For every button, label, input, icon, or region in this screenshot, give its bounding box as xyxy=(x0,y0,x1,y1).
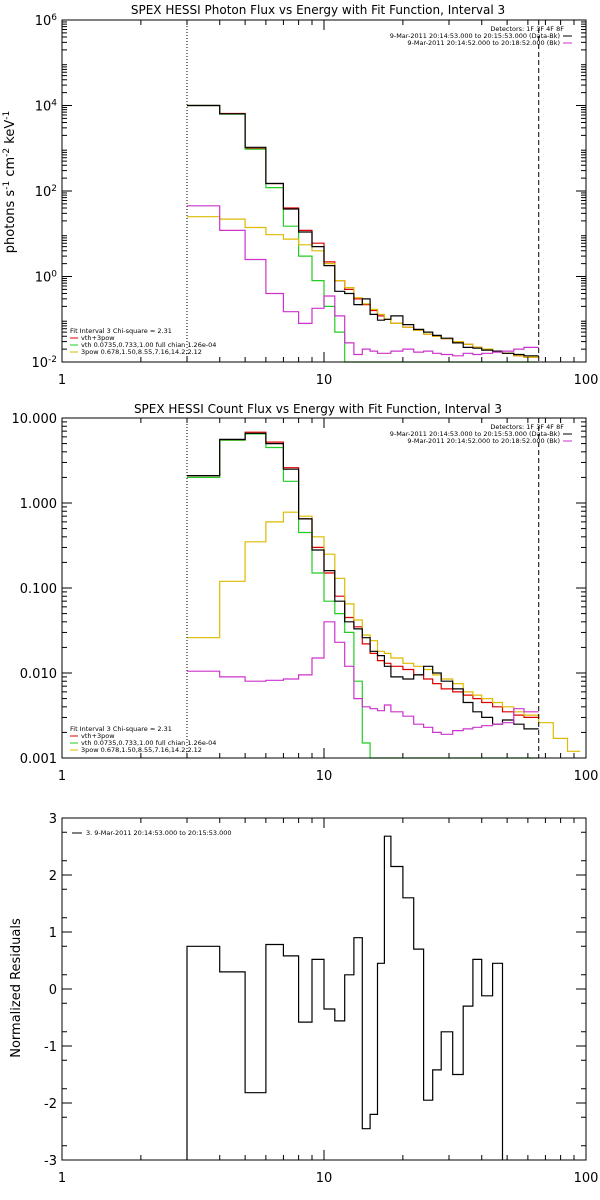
y-tick-label: 0.010 xyxy=(20,667,57,682)
y-tick-label: 0.001 xyxy=(20,752,57,767)
count-flux-y-axis: 0.001 0.010 0.100 1.000 10.000 xyxy=(12,412,586,767)
legend-entry: 9-Mar-2011 20:14:53.000 to 20:15:53.000 … xyxy=(390,32,560,40)
photon-flux-series-line xyxy=(187,216,539,358)
count-flux-series-line xyxy=(187,431,539,718)
residuals-series xyxy=(186,835,504,1160)
count-flux-range-markers xyxy=(186,418,540,758)
count-flux-panel: SPEX HESSI Count Flux vs Energy with Fit… xyxy=(12,402,599,784)
legend-header: Fit Interval 3 Chi-square = 2.31 xyxy=(70,327,172,335)
legend-entry: 3pow 0.678,1.50,8.55,7.16,14.2,2.12 xyxy=(81,348,202,356)
legend-entry: 3pow 0.678,1.50,8.55,7.16,14.2,2.12 xyxy=(81,746,202,754)
photon-flux-y-tick-label: 102 xyxy=(35,184,57,200)
count-flux-series-line xyxy=(187,432,539,730)
y-tick-label: -3 xyxy=(44,1154,57,1169)
photon-flux-plot-frame xyxy=(61,19,587,363)
photon-flux-legend-top: Detectors: 1F 3F 4F 8F 9-Mar-2011 20:14:… xyxy=(390,25,572,47)
legend-header: Detectors: 1F 3F 4F 8F xyxy=(490,25,564,33)
photon-flux-y-axis xyxy=(62,19,586,363)
legend-entry: vth 0.0735,0.733,1.00 full chian 1.26e-0… xyxy=(81,739,216,747)
residuals-legend: 3. 9-Mar-2011 20:14:53.000 to 20:15:53.0… xyxy=(72,829,232,837)
x-tick-label: 10 xyxy=(316,1171,333,1186)
count-flux-legend-bottom: Fit Interval 3 Chi-square = 2.31 vth+3po… xyxy=(70,725,216,754)
legend-entry: 3. 9-Mar-2011 20:14:53.000 to 20:15:53.0… xyxy=(86,829,232,837)
photon-flux-series-line xyxy=(187,104,539,363)
y-tick-label: 0.100 xyxy=(20,582,57,597)
x-tick-label: 10 xyxy=(316,373,333,388)
x-tick-label: 100 xyxy=(574,373,599,388)
y-tick-label: 2 xyxy=(49,869,57,884)
legend-entry: vth 0.0735,0.733,1.00 full chian 1.26e-0… xyxy=(81,341,216,349)
photon-flux-title: SPEX HESSI Photon Flux vs Energy with Fi… xyxy=(131,3,505,17)
count-flux-series-line xyxy=(187,511,581,752)
x-tick-label: 100 xyxy=(574,769,599,784)
count-flux-legend-top: Detectors: 1F 3F 4F 8F 9-Mar-2011 20:14:… xyxy=(390,423,572,445)
photon-flux-y-tick-label: 100 xyxy=(35,270,58,286)
photon-flux-series xyxy=(187,104,539,363)
photon-flux-range-markers xyxy=(186,20,540,362)
count-flux-series-line xyxy=(187,433,539,759)
legend-entry: 9-Mar-2011 20:14:52.000 to 20:18:52.000 … xyxy=(407,437,560,445)
x-tick-label: 1 xyxy=(58,769,66,784)
y-tick-label: 3 xyxy=(49,812,57,827)
photon-flux-series-line xyxy=(187,104,539,357)
photon-flux-panel: SPEX HESSI Photon Flux vs Energy with Fi… xyxy=(2,3,598,388)
x-tick-label: 1 xyxy=(58,1171,66,1186)
y-tick-label: 1.000 xyxy=(20,497,57,512)
count-flux-title: SPEX HESSI Count Flux vs Energy with Fit… xyxy=(134,402,502,416)
legend-entry: 9-Mar-2011 20:14:53.000 to 20:15:53.000 … xyxy=(390,430,560,438)
photon-flux-ylabel: photons s-1 cm-2 keV-1 xyxy=(2,111,18,253)
legend-entry: 9-Mar-2011 20:14:52.000 to 20:18:52.000 … xyxy=(407,39,560,47)
photon-flux-series-line xyxy=(187,205,539,357)
y-tick-label: -2 xyxy=(44,1097,57,1112)
count-flux-x-axis: 1 10 100 xyxy=(58,418,599,784)
photon-flux-y-tick-labels: 10-2 100 102 104 106 xyxy=(31,13,57,371)
photon-flux-legend-bottom: Fit Interval 3 Chi-square = 2.31 vth+3po… xyxy=(70,327,216,356)
y-tick-label: 0 xyxy=(49,983,57,998)
x-tick-label: 10 xyxy=(316,769,333,784)
photon-flux-series-line xyxy=(187,104,539,358)
residuals-ylabel: Normalized Residuals xyxy=(9,918,24,1058)
photon-flux-y-tick-label: 10-2 xyxy=(31,355,57,371)
y-tick-label: -1 xyxy=(44,1040,57,1055)
residuals-series-line xyxy=(186,835,504,1160)
residuals-x-axis: 1 10 100 xyxy=(58,818,599,1186)
photon-flux-x-axis: 1 10 100 xyxy=(58,20,599,388)
legend-header: Fit Interval 3 Chi-square = 2.31 xyxy=(70,725,172,733)
y-tick-label: 1 xyxy=(49,926,57,941)
legend-entry: vth+3pow xyxy=(81,732,115,740)
y-tick-label: 10.000 xyxy=(12,412,58,427)
legend-entry: vth+3pow xyxy=(81,334,115,342)
count-flux-series-line xyxy=(187,621,539,735)
photon-flux-y-tick-label: 104 xyxy=(35,99,58,115)
count-flux-series xyxy=(187,431,581,759)
residuals-panel: Normalized Residuals 1 10 100 -3 -2 -1 0 1 2 3 3… xyxy=(9,812,598,1186)
x-tick-label: 100 xyxy=(574,1171,599,1186)
x-tick-label: 1 xyxy=(58,373,66,388)
photon-flux-y-tick-label: 106 xyxy=(35,13,58,29)
residuals-y-axis: -3 -2 -1 0 1 2 3 xyxy=(44,812,586,1169)
legend-header: Detectors: 1F 3F 4F 8F xyxy=(490,423,564,431)
